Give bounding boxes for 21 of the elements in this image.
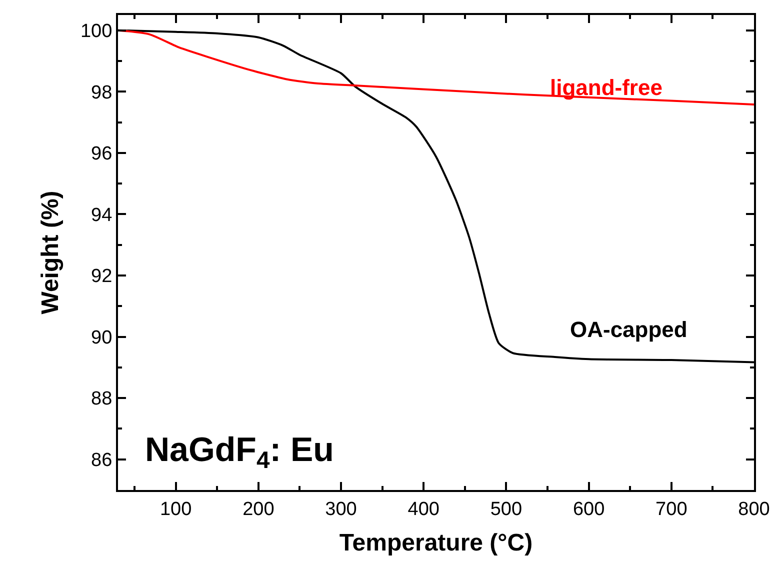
x-tick-label: 300 [325, 498, 357, 520]
series-label: OA-capped [570, 317, 688, 342]
x-tick-label: 400 [408, 498, 440, 520]
x-axis-title: Temperature (°C) [339, 530, 533, 557]
annotation: NaGdF$_{4}$: Eu [145, 431, 334, 474]
x-tick-label: 700 [656, 498, 688, 520]
y-tick-label: 96 [91, 144, 112, 165]
y-tick-label: 98 [91, 82, 112, 104]
y-tick-label: 100 [80, 20, 112, 42]
y-tick-label: 92 [91, 266, 112, 288]
x-tick-label: 100 [160, 498, 192, 520]
x-tick-label: 500 [490, 498, 522, 520]
y-tick-label: 94 [91, 204, 113, 226]
y-tick-label: 90 [91, 327, 112, 348]
series-label: ligand-free [550, 75, 662, 100]
y-axis-title: Weight (%) [37, 190, 64, 314]
x-tick-label: 800 [738, 498, 770, 520]
x-tick-label: 200 [242, 498, 274, 520]
x-tick-label: 600 [572, 498, 605, 520]
y-tick-label: 88 [91, 388, 112, 410]
y-tick-label: 86 [91, 450, 112, 471]
